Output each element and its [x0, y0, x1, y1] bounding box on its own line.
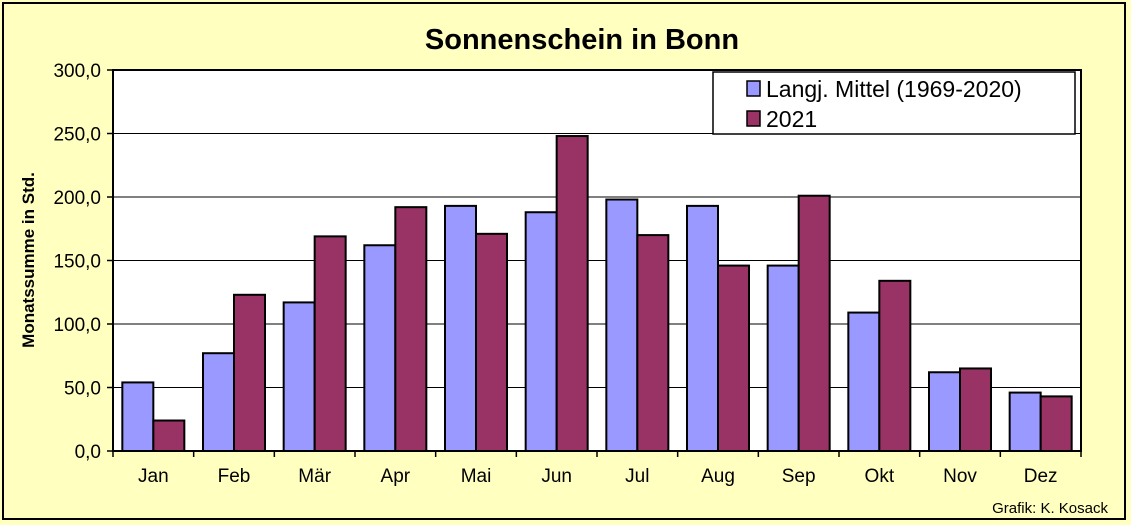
- x-tick-label: Apr: [381, 466, 411, 487]
- legend-box: [712, 71, 1076, 135]
- bar-2021-apr: [394, 206, 428, 452]
- bar-2021-dez: [1039, 395, 1073, 453]
- y-axis-ticks: 0,0 50,0 100,0 150,0 200,0 250,0 300,0: [53, 61, 113, 463]
- legend-label-2021: 2021: [766, 106, 817, 132]
- bar-2021-nov: [959, 367, 992, 453]
- x-axis-ticks: Jan Feb Mär Apr Mai Jun Jul Aug Sep Okt Nov Dez: [112, 451, 1082, 487]
- bar-mittel-jul: [605, 198, 639, 452]
- bar-mittel-feb: [202, 352, 235, 452]
- bar-mittel-jan: [121, 381, 155, 453]
- x-tick-label: Feb: [218, 466, 251, 487]
- y-tick-label: 50,0: [64, 379, 101, 400]
- bar-2021-jul: [636, 234, 670, 452]
- bar-2021-mär: [313, 235, 347, 452]
- bar-2021-jan: [152, 419, 186, 452]
- bar-2021-okt: [878, 279, 912, 452]
- x-tick-label: Jan: [138, 466, 169, 487]
- y-tick-label: 150,0: [53, 252, 101, 273]
- x-tick-label: Dez: [1024, 466, 1058, 487]
- y-tick-label: 300,0: [53, 61, 101, 82]
- x-tick-label: Sep: [782, 466, 816, 487]
- bar-2021-jun: [555, 135, 589, 452]
- x-tick-label: Mai: [461, 466, 492, 487]
- bar-mittel-apr: [363, 244, 397, 452]
- legend: Langj. Mittel (1969-2020) 2021: [712, 71, 1076, 135]
- y-tick-label: 0,0: [75, 442, 101, 463]
- legend-swatch-mittel: [746, 80, 761, 97]
- bar-mittel-okt: [847, 311, 881, 452]
- x-tick-label: Jun: [541, 466, 572, 487]
- bar-mittel-mär: [282, 301, 316, 452]
- legend-swatch-2021: [746, 110, 761, 127]
- bar-mittel-aug: [686, 204, 719, 452]
- x-tick-label: Okt: [865, 466, 895, 487]
- x-tick-label: Jul: [625, 466, 649, 487]
- y-tick-label: 250,0: [53, 125, 101, 146]
- legend-label-mittel: Langj. Mittel (1969-2020): [766, 76, 1022, 102]
- bar-mittel-dez: [1008, 391, 1042, 452]
- bar-mittel-jun: [524, 211, 558, 452]
- bar-mittel-sep: [766, 264, 800, 452]
- bars: [121, 135, 1073, 453]
- chart-title: Sonnenschein in Bonn: [425, 24, 739, 56]
- bar-2021-feb: [233, 293, 266, 453]
- credit-text: Grafik: K. Kosack: [992, 500, 1108, 517]
- y-tick-label: 200,0: [53, 188, 101, 209]
- x-tick-label: Nov: [943, 466, 977, 487]
- bar-2021-sep: [797, 194, 831, 452]
- x-tick-label: Aug: [701, 466, 735, 487]
- bar-2021-mai: [475, 232, 508, 452]
- bar-mittel-mai: [444, 204, 477, 452]
- x-tick-label: Mär: [298, 466, 331, 487]
- y-tick-label: 100,0: [53, 315, 101, 336]
- y-axis-label: Monatssumme in Std.: [19, 172, 38, 348]
- bar-mittel-nov: [928, 371, 961, 453]
- bar-2021-aug: [717, 264, 750, 452]
